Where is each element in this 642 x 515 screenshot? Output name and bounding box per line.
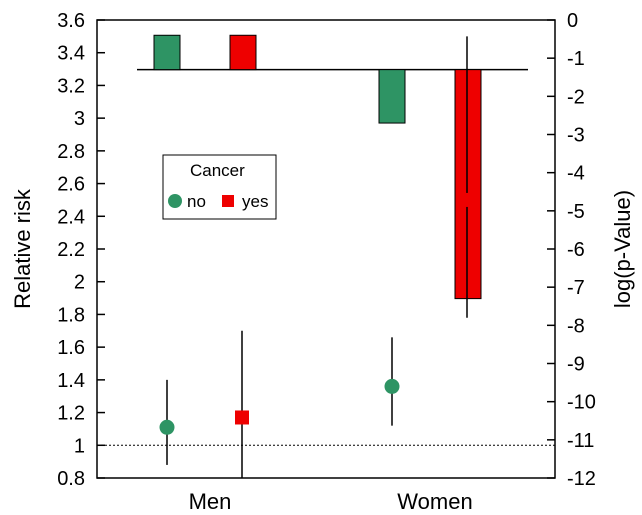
bar-women-no: [378, 69, 406, 124]
category-label-women: Women: [397, 489, 472, 514]
right-axis-tick-label: -10: [567, 392, 596, 414]
left-axis-tick-label: 2.2: [57, 239, 85, 261]
right-axis-tick-label: -12: [567, 468, 596, 490]
right-axis-tick-label: -4: [567, 163, 585, 185]
left-axis-tick-label: 1.2: [57, 403, 85, 425]
right-axis: 0 -1 -2 -3 -4 -5 -6 -7 -8 -9 -10 -11 -12: [547, 10, 596, 490]
point-women-no: [384, 378, 400, 394]
left-axis-tick-label: 1.8: [57, 304, 85, 326]
left-axis-title: Relative risk: [10, 188, 35, 309]
left-axis-tick-label: 2.8: [57, 141, 85, 163]
left-axis-tick-label: 2.4: [57, 206, 85, 228]
bar-men-yes: [229, 34, 257, 71]
right-axis-tick-label: -11: [567, 430, 594, 452]
legend-yes-marker: [222, 195, 234, 207]
left-axis-tick-label: 1: [74, 435, 85, 457]
right-axis-tick-label: 0: [567, 10, 578, 32]
right-axis-tick-label: -5: [567, 201, 585, 223]
left-axis-tick-label: 2.6: [57, 174, 85, 196]
right-axis-tick-label: -7: [567, 277, 585, 299]
plot-frame: [96, 19, 556, 479]
right-axis-tick-label: -6: [567, 239, 585, 261]
point-men-no: [159, 419, 175, 435]
relative-risk-points: [159, 36, 474, 478]
log-p-bars: [153, 34, 482, 300]
bar-men-no: [153, 34, 181, 71]
left-axis: 0.8 1 1.2 1.4 1.6 1.8 2 2.2 2.4 2.6 2.8 3 3.2 3.4 3.6: [57, 10, 105, 490]
point-men-yes: [235, 410, 249, 425]
right-axis-tick-label: -3: [567, 125, 585, 147]
bar-women-yes: [454, 69, 482, 300]
legend-no-label: no: [187, 192, 206, 211]
point-women-yes: [460, 192, 474, 207]
legend: Cancer no yes: [162, 154, 277, 220]
left-axis-tick-label: 3.2: [57, 75, 85, 97]
right-axis-tick-label: -8: [567, 315, 585, 337]
left-axis-tick-label: 1.4: [57, 370, 85, 392]
left-axis-tick-label: 2: [74, 272, 85, 294]
left-axis-tick-label: 1.6: [57, 337, 85, 359]
category-label-men: Men: [189, 489, 232, 514]
legend-no-marker: [168, 194, 182, 208]
right-axis-tick-label: -2: [567, 86, 585, 108]
left-axis-tick-label: 3.4: [57, 43, 85, 65]
right-axis-tick-label: -1: [567, 48, 585, 70]
legend-box: [162, 154, 277, 220]
reference-lines: [97, 68, 555, 446]
right-axis-tick-label: -9: [567, 354, 585, 376]
category-labels: Men Women: [189, 489, 473, 514]
right-axis-title: log(p-Value): [610, 190, 635, 308]
legend-title: Cancer: [190, 161, 245, 180]
left-axis-tick-label: 0.8: [57, 468, 85, 490]
left-axis-tick-label: 3.6: [57, 10, 85, 32]
legend-yes-label: yes: [242, 192, 268, 211]
left-axis-tick-label: 3: [74, 108, 85, 130]
